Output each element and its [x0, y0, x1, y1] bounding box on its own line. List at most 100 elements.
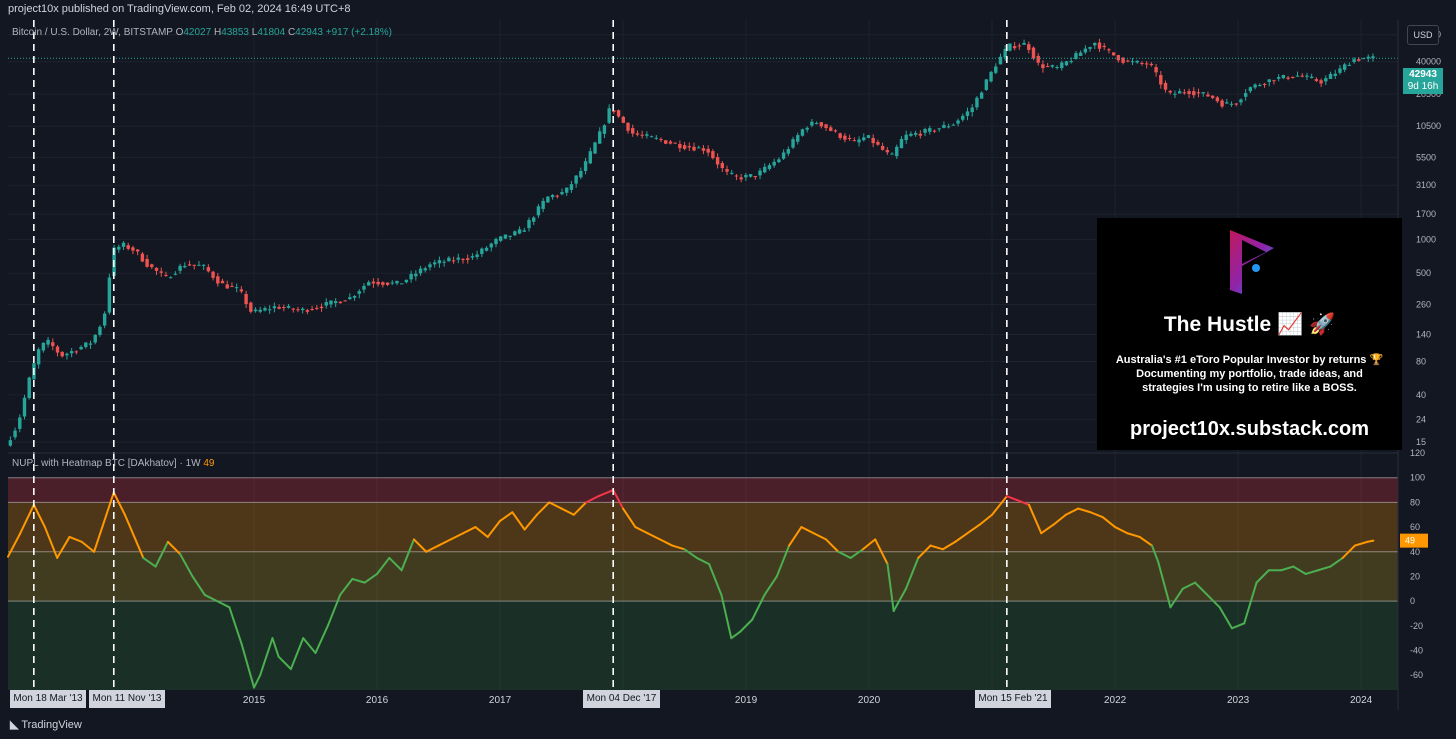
nupl-indicator-value: 49 — [203, 458, 215, 469]
candle-body — [951, 124, 956, 126]
nupl-legend: NUPL with Heatmap BTC [DAkhatov] · 1W 49 — [12, 458, 214, 469]
candle-body — [631, 128, 635, 134]
price-candle — [763, 163, 767, 174]
candle-body — [36, 349, 41, 365]
candle-body — [338, 301, 343, 304]
candle-body — [814, 123, 819, 125]
candle-body — [885, 150, 890, 153]
candle-body — [1055, 66, 1059, 68]
candle-body — [376, 281, 380, 285]
nupl-segment — [462, 526, 477, 535]
time-tick-label: 2016 — [366, 695, 389, 706]
price-candle — [475, 250, 479, 260]
candle-body — [409, 273, 413, 280]
tradingview-brand[interactable]: ◣ TradingView — [10, 718, 82, 731]
candle-body — [781, 152, 786, 159]
candle-body — [1130, 61, 1135, 63]
nupl-segment — [1304, 569, 1320, 575]
candle-body — [961, 115, 965, 120]
price-candle — [1144, 61, 1149, 69]
price-axis[interactable]: 1524408014026050010001700310055001050020… — [1416, 30, 1441, 448]
price-candle — [1272, 79, 1276, 85]
price-candle — [932, 129, 937, 134]
nupl-segment — [191, 575, 206, 596]
price-candle — [687, 142, 692, 151]
candle-body — [791, 139, 795, 148]
price-candle — [1121, 56, 1125, 65]
candle-body — [1347, 64, 1352, 66]
candle-body — [621, 116, 625, 123]
candle-body — [41, 342, 46, 351]
candle-body — [357, 291, 361, 294]
candle-body — [1144, 63, 1149, 65]
candle-body — [258, 309, 262, 312]
price-candle — [433, 259, 437, 268]
candle-body — [150, 264, 154, 268]
nupl-segment — [142, 556, 157, 568]
price-candle — [994, 63, 998, 75]
price-candle — [27, 376, 31, 400]
candle-body — [466, 258, 470, 260]
candle-body — [730, 172, 734, 174]
nupl-segment — [535, 501, 551, 516]
nupl-segment — [738, 618, 754, 633]
nupl-segment — [474, 526, 489, 538]
candle-body — [895, 146, 899, 157]
nupl-segment — [1243, 581, 1258, 625]
candle-body — [984, 79, 989, 90]
price-candle — [1281, 74, 1286, 80]
price-candle — [211, 270, 215, 281]
price-candle — [961, 113, 965, 122]
nupl-heat-band — [8, 477, 1398, 503]
candle-body — [904, 134, 908, 141]
candle-body — [560, 192, 564, 195]
nupl-segment — [622, 507, 637, 529]
candle-body — [1305, 75, 1309, 77]
price-candle — [1206, 91, 1210, 97]
nupl-segment — [203, 593, 219, 603]
candle-body — [1069, 60, 1073, 63]
promo-url-link[interactable]: project10x.substack.com — [1130, 418, 1369, 440]
candle-body — [692, 146, 696, 151]
symbol-label[interactable]: Bitcoin / U.S. Dollar, 2W, BITSTAMP — [12, 27, 173, 38]
price-candle — [1229, 101, 1234, 107]
price-candle — [1022, 39, 1026, 45]
nupl-segment — [812, 532, 828, 541]
candle-body — [343, 300, 347, 302]
nupl-indicator-label[interactable]: NUPL with Heatmap BTC [DAkhatov] · 1W — [12, 458, 201, 469]
price-tick-label: 40000 — [1416, 57, 1441, 67]
candle-body — [145, 258, 149, 267]
nupl-segment — [788, 526, 803, 547]
price-candle — [1126, 59, 1130, 63]
price-candle — [428, 261, 432, 271]
price-candle — [399, 283, 404, 285]
nupl-segment — [966, 523, 981, 535]
nupl-segment — [43, 526, 59, 559]
price-candle — [197, 260, 201, 266]
candle-body — [126, 245, 130, 249]
candle-body — [461, 259, 465, 261]
nupl-segment — [560, 507, 575, 516]
nupl-axis[interactable]: 120 100 80 60 40 20 0 -20 -40 -60 49 — [1400, 448, 1428, 680]
price-candle — [1017, 43, 1022, 50]
candle-body — [635, 133, 640, 135]
price-candle — [98, 325, 102, 337]
price-candle — [41, 342, 46, 353]
candle-body — [366, 282, 371, 286]
price-candle — [168, 276, 173, 279]
candle-body — [946, 126, 951, 128]
candle-body — [546, 196, 550, 203]
price-candle — [1276, 74, 1281, 82]
price-candle — [263, 306, 267, 312]
price-candle — [357, 289, 361, 299]
nupl-value-tag — [1400, 533, 1428, 548]
price-candle — [1069, 57, 1073, 64]
currency-button[interactable]: USD — [1407, 25, 1439, 45]
promo-description: Australia's #1 eToro Popular Investor by… — [1097, 353, 1402, 395]
candle-body — [645, 134, 649, 136]
candle-body — [1258, 84, 1262, 86]
price-candle — [1338, 64, 1342, 75]
price-candle — [1192, 87, 1196, 99]
price-candle — [1267, 79, 1271, 87]
candle-body — [697, 147, 701, 149]
